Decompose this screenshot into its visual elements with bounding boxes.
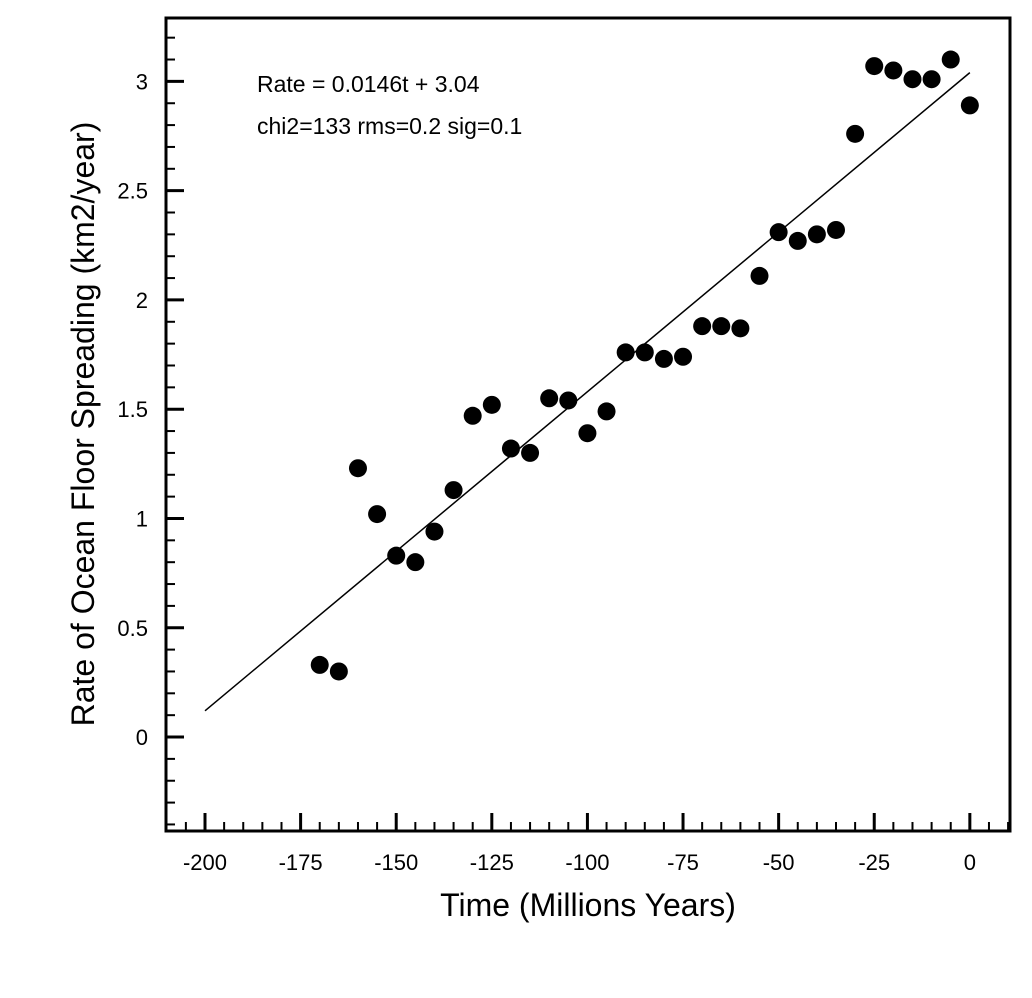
data-point [482,395,501,414]
plot-area: -200 -175 -150 -125 -100 -75 -50 -25 0 0 0.5 1 1.5 2 2… [117,16,1012,875]
y-axis-title: Rate of Ocean Floor Spreading (km2/year) [65,122,101,727]
data-point [463,406,482,425]
data-point [444,481,463,500]
y-tick-label: 1 [136,506,148,531]
data-point [731,319,750,338]
data-point [635,343,654,362]
x-tick-label: -125 [470,850,514,875]
data-point [329,662,348,681]
data-point [960,96,979,115]
data-point [846,124,865,143]
x-tick-label: -25 [858,850,890,875]
data-point [406,553,425,572]
y-tick-label: 2.5 [117,179,148,204]
data-point [826,220,845,239]
data-point [425,522,444,541]
x-tick-label: 0 [964,850,976,875]
x-tick-label: -175 [279,850,323,875]
data-point [693,317,712,336]
x-axis-title: Time (Millions Years) [440,887,736,923]
data-point [674,347,693,366]
fit-line [204,72,971,712]
data-point [884,61,903,80]
y-tick-label: 3 [136,69,148,94]
y-tick-label: 0 [136,725,148,750]
data-point [578,424,597,443]
data-point [769,223,788,242]
data-point [387,546,406,565]
data-point [348,459,367,478]
y-tick-label: 0.5 [117,616,148,641]
x-tick-label: -75 [667,850,699,875]
data-point [559,391,578,410]
data-point [368,505,387,524]
data-point [654,349,673,368]
data-point [501,439,520,458]
data-point [521,443,540,462]
y-tick-label: 2 [136,288,148,313]
data-point [310,655,329,674]
data-point [597,402,616,421]
data-point [807,225,826,244]
data-point [922,70,941,89]
data-point [750,266,769,285]
x-tick-label: -200 [183,850,227,875]
y-tick-label: 1.5 [117,397,148,422]
data-point [540,389,559,408]
data-point [616,343,635,362]
annotation-equation: Rate = 0.0146t + 3.04 [257,71,480,97]
data-point [941,50,960,69]
x-tick-label: -50 [763,850,795,875]
data-point [865,57,884,76]
data-point [903,70,922,89]
x-tick-label: -100 [565,850,609,875]
annotation-stats: chi2=133 rms=0.2 sig=0.1 [257,113,522,139]
x-tick-label: -150 [374,850,418,875]
data-point [712,317,731,336]
data-point [788,231,807,250]
